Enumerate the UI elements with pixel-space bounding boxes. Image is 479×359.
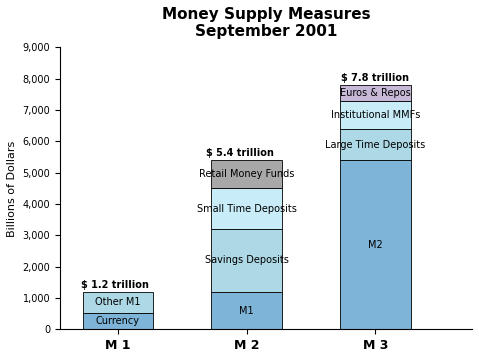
Text: M2: M2 [368,240,383,250]
Bar [211,292,282,329]
Bar [211,229,282,292]
Text: Institutional MMFs: Institutional MMFs [331,110,420,120]
Bar [82,292,153,313]
Bar [340,129,411,160]
Text: $ 7.8 trillion: $ 7.8 trillion [342,73,410,83]
Text: $ 5.4 trillion: $ 5.4 trillion [206,148,274,158]
Text: M1: M1 [240,306,254,316]
Bar [211,188,282,229]
Y-axis label: Billions of Dollars: Billions of Dollars [7,140,17,237]
Text: Retail Money Funds: Retail Money Funds [199,169,295,179]
Text: Other M1: Other M1 [95,297,141,307]
Title: Money Supply Measures
September 2001: Money Supply Measures September 2001 [162,7,370,39]
Bar [340,160,411,329]
Bar [340,101,411,129]
Text: $ 1.2 trillion: $ 1.2 trillion [81,280,149,290]
Text: Large Time Deposits: Large Time Deposits [325,140,426,150]
Text: Savings Deposits: Savings Deposits [205,256,289,265]
Bar [211,160,282,188]
Bar [340,85,411,101]
Text: Small Time Deposits: Small Time Deposits [197,204,297,214]
Text: Currency: Currency [96,316,140,326]
Bar [82,313,153,329]
Text: Euros & Repos: Euros & Repos [340,88,411,98]
